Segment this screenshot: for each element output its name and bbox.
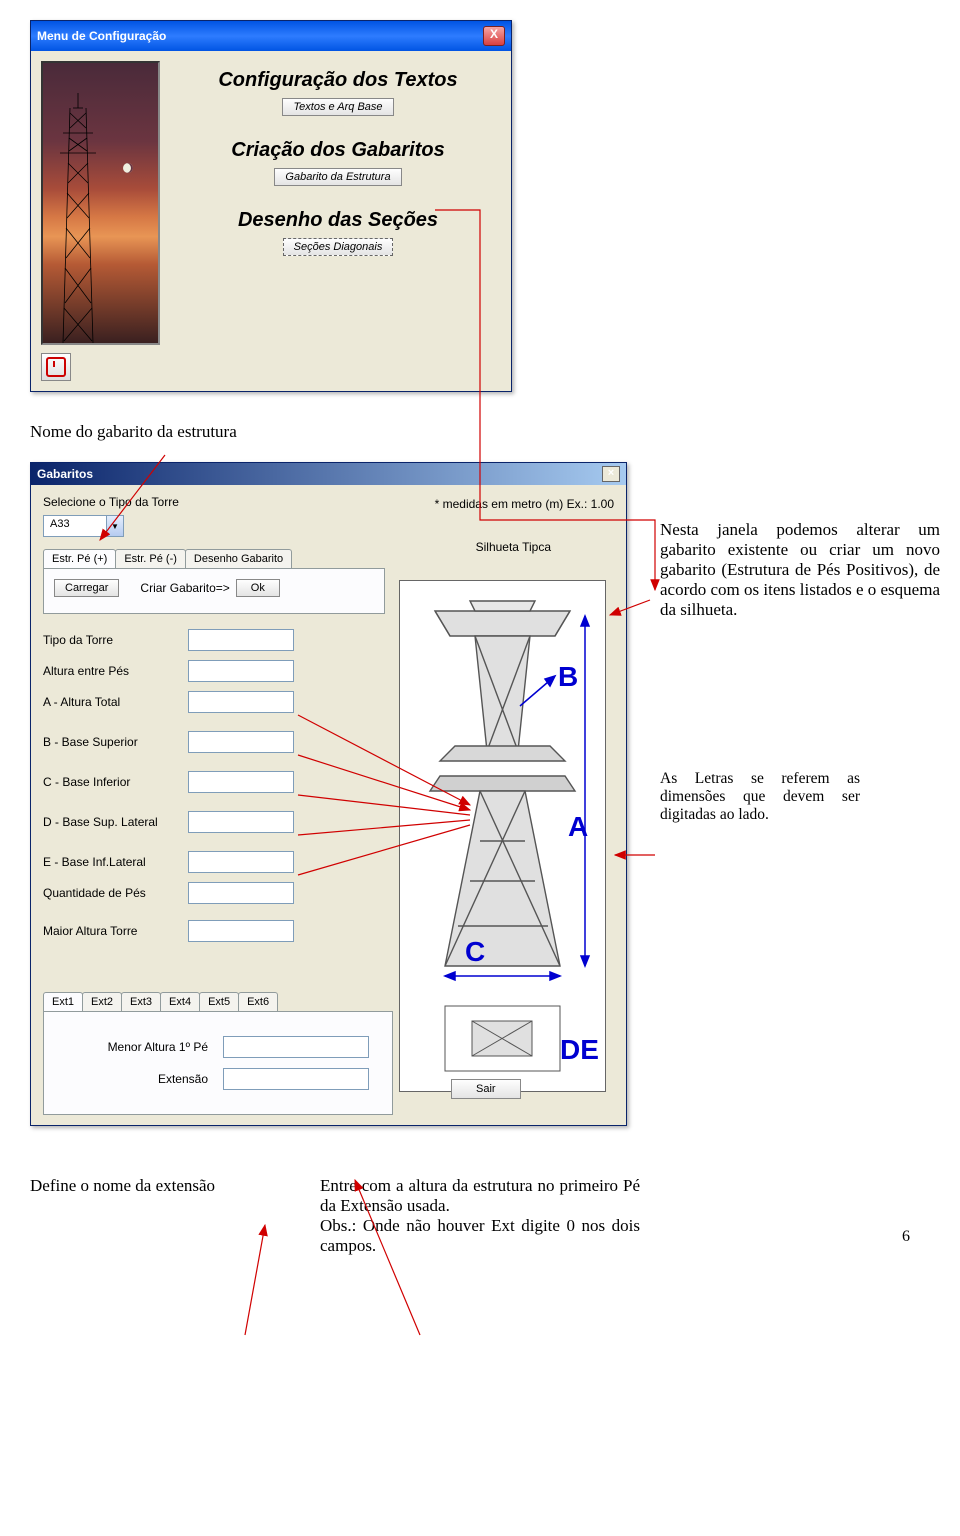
field-altura-total: A - Altura Total — [43, 691, 313, 713]
tab-ext4[interactable]: Ext4 — [160, 992, 200, 1011]
fields-block: Tipo da Torre Altura entre Pés A - Altur… — [43, 629, 313, 942]
silhueta-label: Silhueta Tipca — [476, 540, 551, 554]
tab-ext1[interactable]: Ext1 — [43, 992, 83, 1011]
sair-button[interactable]: Sair — [451, 1079, 521, 1099]
annotation-altura-block: Entre com a altura da estrutura no prime… — [320, 1176, 640, 1256]
field-base-superior: B - Base Superior — [43, 731, 313, 753]
field-base-sup-lat: D - Base Sup. Lateral — [43, 811, 313, 833]
ext-row1: Menor Altura 1º Pé — [58, 1036, 378, 1058]
field-base-inferior: C - Base Inferior — [43, 771, 313, 793]
power-icon — [46, 357, 66, 377]
field-base-inf-lat: E - Base Inf.Lateral — [43, 851, 313, 873]
annotation-right-block: Nesta janela podemos alterar um gabarito… — [660, 520, 940, 824]
silhueta-box: A B C DE — [399, 580, 606, 1092]
close-icon[interactable]: X — [483, 26, 505, 46]
gabaritos-body: Selecione o Tipo da Torre A33 ▼ * medida… — [31, 485, 626, 1125]
tipo-torre-input[interactable] — [188, 629, 294, 651]
annotation-nome-gabarito: Nome do gabarito da estrutura — [30, 422, 940, 442]
medidas-note: * medidas em metro (m) Ex.: 1.00 — [435, 497, 614, 511]
main-tab-panel: Carregar Criar Gabarito=> Ok — [43, 568, 385, 614]
heading-desenho-secoes: Desenho das Seções — [175, 209, 501, 232]
page-number: 6 — [902, 1228, 910, 1246]
sunset-image — [41, 61, 160, 345]
menu-dialog: Menu de Configuração X — [30, 20, 512, 392]
extensao-input[interactable] — [223, 1068, 369, 1090]
annotation-janela-desc: Nesta janela podemos alterar um gabarito… — [660, 520, 940, 620]
gabaritos-titlebar: Gabaritos × — [31, 463, 626, 485]
tab-ext3[interactable]: Ext3 — [121, 992, 161, 1011]
menu-titlebar: Menu de Configuração X — [31, 21, 511, 51]
gabaritos-dialog: Gabaritos × Selecione o Tipo da Torre A3… — [30, 462, 627, 1126]
field-tipo-torre: Tipo da Torre — [43, 629, 313, 651]
close-icon[interactable]: × — [602, 466, 620, 482]
tab-ext2[interactable]: Ext2 — [82, 992, 122, 1011]
heading-criacao-gabaritos: Criação dos Gabaritos — [175, 139, 501, 162]
criar-gabarito-label: Criar Gabarito=> — [140, 581, 229, 595]
field-qtd-pes: Quantidade de Pés — [43, 882, 313, 904]
secoes-diagonais-button[interactable]: Seções Diagonais — [283, 238, 394, 256]
annotation-define-extensao: Define o nome da extensão — [30, 1176, 260, 1256]
base-inferior-input[interactable] — [188, 771, 294, 793]
tower-silhouette-icon — [58, 93, 98, 343]
textos-arq-base-button[interactable]: Textos e Arq Base — [282, 98, 393, 116]
chevron-down-icon: ▼ — [106, 516, 123, 536]
ext-panel: Menor Altura 1º Pé Extensão — [43, 1011, 393, 1115]
letter-de: DE — [560, 1034, 599, 1065]
menu-title: Menu de Configuração — [37, 29, 166, 43]
tipo-torre-combo[interactable]: A33 ▼ — [43, 515, 124, 537]
letter-a: A — [568, 811, 588, 842]
combo-value: A33 — [44, 516, 106, 536]
selecione-label: Selecione o Tipo da Torre — [43, 495, 179, 509]
action-row: Carregar Criar Gabarito=> Ok — [54, 579, 374, 597]
base-sup-lat-input[interactable] — [188, 811, 294, 833]
tab-estr-pe-plus[interactable]: Estr. Pé (+) — [43, 549, 116, 568]
tab-estr-pe-minus[interactable]: Estr. Pé (-) — [115, 549, 186, 568]
maior-altura-input[interactable] — [188, 920, 294, 942]
letter-c: C — [465, 936, 485, 967]
field-maior-altura: Maior Altura Torre — [43, 920, 313, 942]
tab-desenho-gabarito[interactable]: Desenho Gabarito — [185, 549, 292, 568]
annotation-altura-line1: Entre com a altura da estrutura no prime… — [320, 1176, 640, 1216]
base-inf-lat-input[interactable] — [188, 851, 294, 873]
qtd-pes-input[interactable] — [188, 882, 294, 904]
gabarito-estrutura-button[interactable]: Gabarito da Estrutura — [274, 168, 401, 186]
menor-altura-input[interactable] — [223, 1036, 369, 1058]
menu-right-panel: Configuração dos Textos Textos e Arq Bas… — [175, 61, 501, 381]
field-altura-pes: Altura entre Pés — [43, 660, 313, 682]
gabaritos-title: Gabaritos — [37, 467, 93, 481]
heading-config-textos: Configuração dos Textos — [175, 69, 501, 92]
annotation-altura-line2: Obs.: Onde não houver Ext digite 0 nos d… — [320, 1216, 640, 1256]
ok-button[interactable]: Ok — [236, 579, 280, 597]
tower-schema-icon: A B C DE — [400, 581, 605, 1091]
page-container: Menu de Configuração X — [20, 20, 940, 1256]
carregar-button[interactable]: Carregar — [54, 579, 119, 597]
ext-row2: Extensão — [58, 1068, 378, 1090]
base-superior-input[interactable] — [188, 731, 294, 753]
moon-icon — [123, 163, 133, 173]
annotation-letras-desc: As Letras se referem as dimensões que de… — [660, 770, 860, 824]
altura-pes-input[interactable] — [188, 660, 294, 682]
letter-b: B — [558, 661, 578, 692]
altura-total-input[interactable] — [188, 691, 294, 713]
tab-ext6[interactable]: Ext6 — [238, 992, 278, 1011]
tab-ext5[interactable]: Ext5 — [199, 992, 239, 1011]
menu-body: Configuração dos Textos Textos e Arq Bas… — [31, 51, 511, 391]
power-button[interactable] — [41, 353, 71, 381]
